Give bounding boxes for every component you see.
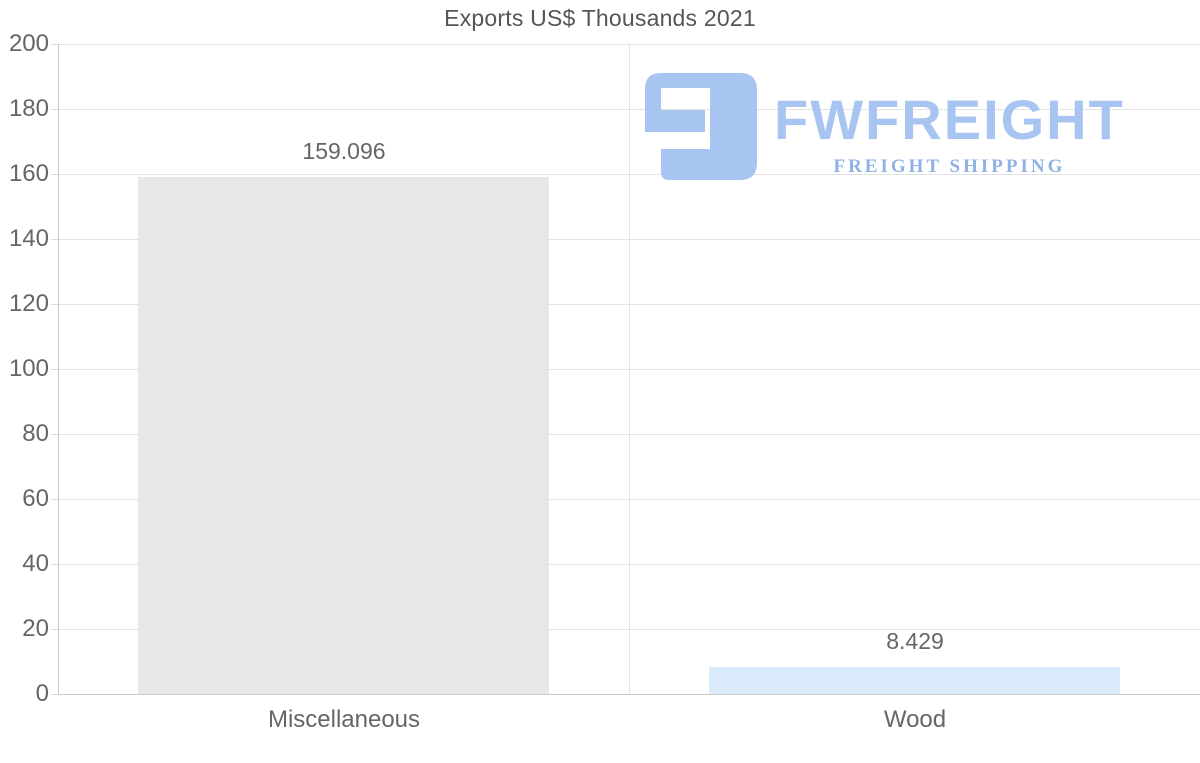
y-axis-tick-label: 20: [22, 615, 49, 642]
chart-title: Exports US$ Thousands 2021: [444, 5, 756, 31]
y-axis-tick: [51, 434, 58, 435]
y-axis-tick-label: 180: [8, 95, 49, 122]
brand-tagline: FREIGHT SHIPPING: [833, 156, 1066, 177]
y-axis-tick: [51, 239, 58, 240]
bar-wood: [709, 667, 1120, 694]
x-axis-baseline: [58, 694, 1200, 695]
y-axis-tick-label: 120: [8, 290, 49, 317]
x-category-label: Wood: [883, 706, 947, 733]
bar-value-label: 8.429: [886, 628, 944, 654]
y-axis-tick: [51, 564, 58, 565]
y-axis-tick: [51, 174, 58, 175]
y-axis-tick-label: 140: [8, 225, 49, 252]
y-axis-line: [58, 44, 59, 694]
y-axis-tick-label: 100: [8, 355, 49, 382]
y-axis-tick: [51, 694, 58, 695]
y-axis-tick: [51, 44, 58, 45]
y-axis-tick-label: 40: [22, 550, 49, 577]
y-axis-tick: [51, 304, 58, 305]
y-axis-tick-label: 60: [22, 485, 49, 512]
fwfreight-mark-icon: [645, 73, 757, 185]
y-axis-tick-label: 200: [8, 30, 49, 57]
bar-value-label: 159.096: [302, 138, 386, 164]
y-axis-tick-label: 0: [35, 680, 49, 707]
brand-watermark: FWFREIGHT FREIGHT SHIPPING: [645, 73, 1125, 185]
x-category-label: Miscellaneous: [267, 706, 421, 733]
y-axis-tick: [51, 369, 58, 370]
brand-text-block: FWFREIGHT FREIGHT SHIPPING: [774, 73, 1125, 178]
brand-name: FWFREIGHT: [774, 88, 1125, 151]
bar-miscellaneous: [138, 177, 549, 694]
y-axis-tick-label: 80: [22, 420, 49, 447]
y-axis-tick-label: 160: [8, 160, 49, 187]
y-axis-tick: [51, 109, 58, 110]
y-axis-tick: [51, 499, 58, 500]
gridline-vertical: [629, 44, 630, 694]
y-axis-tick: [51, 629, 58, 630]
